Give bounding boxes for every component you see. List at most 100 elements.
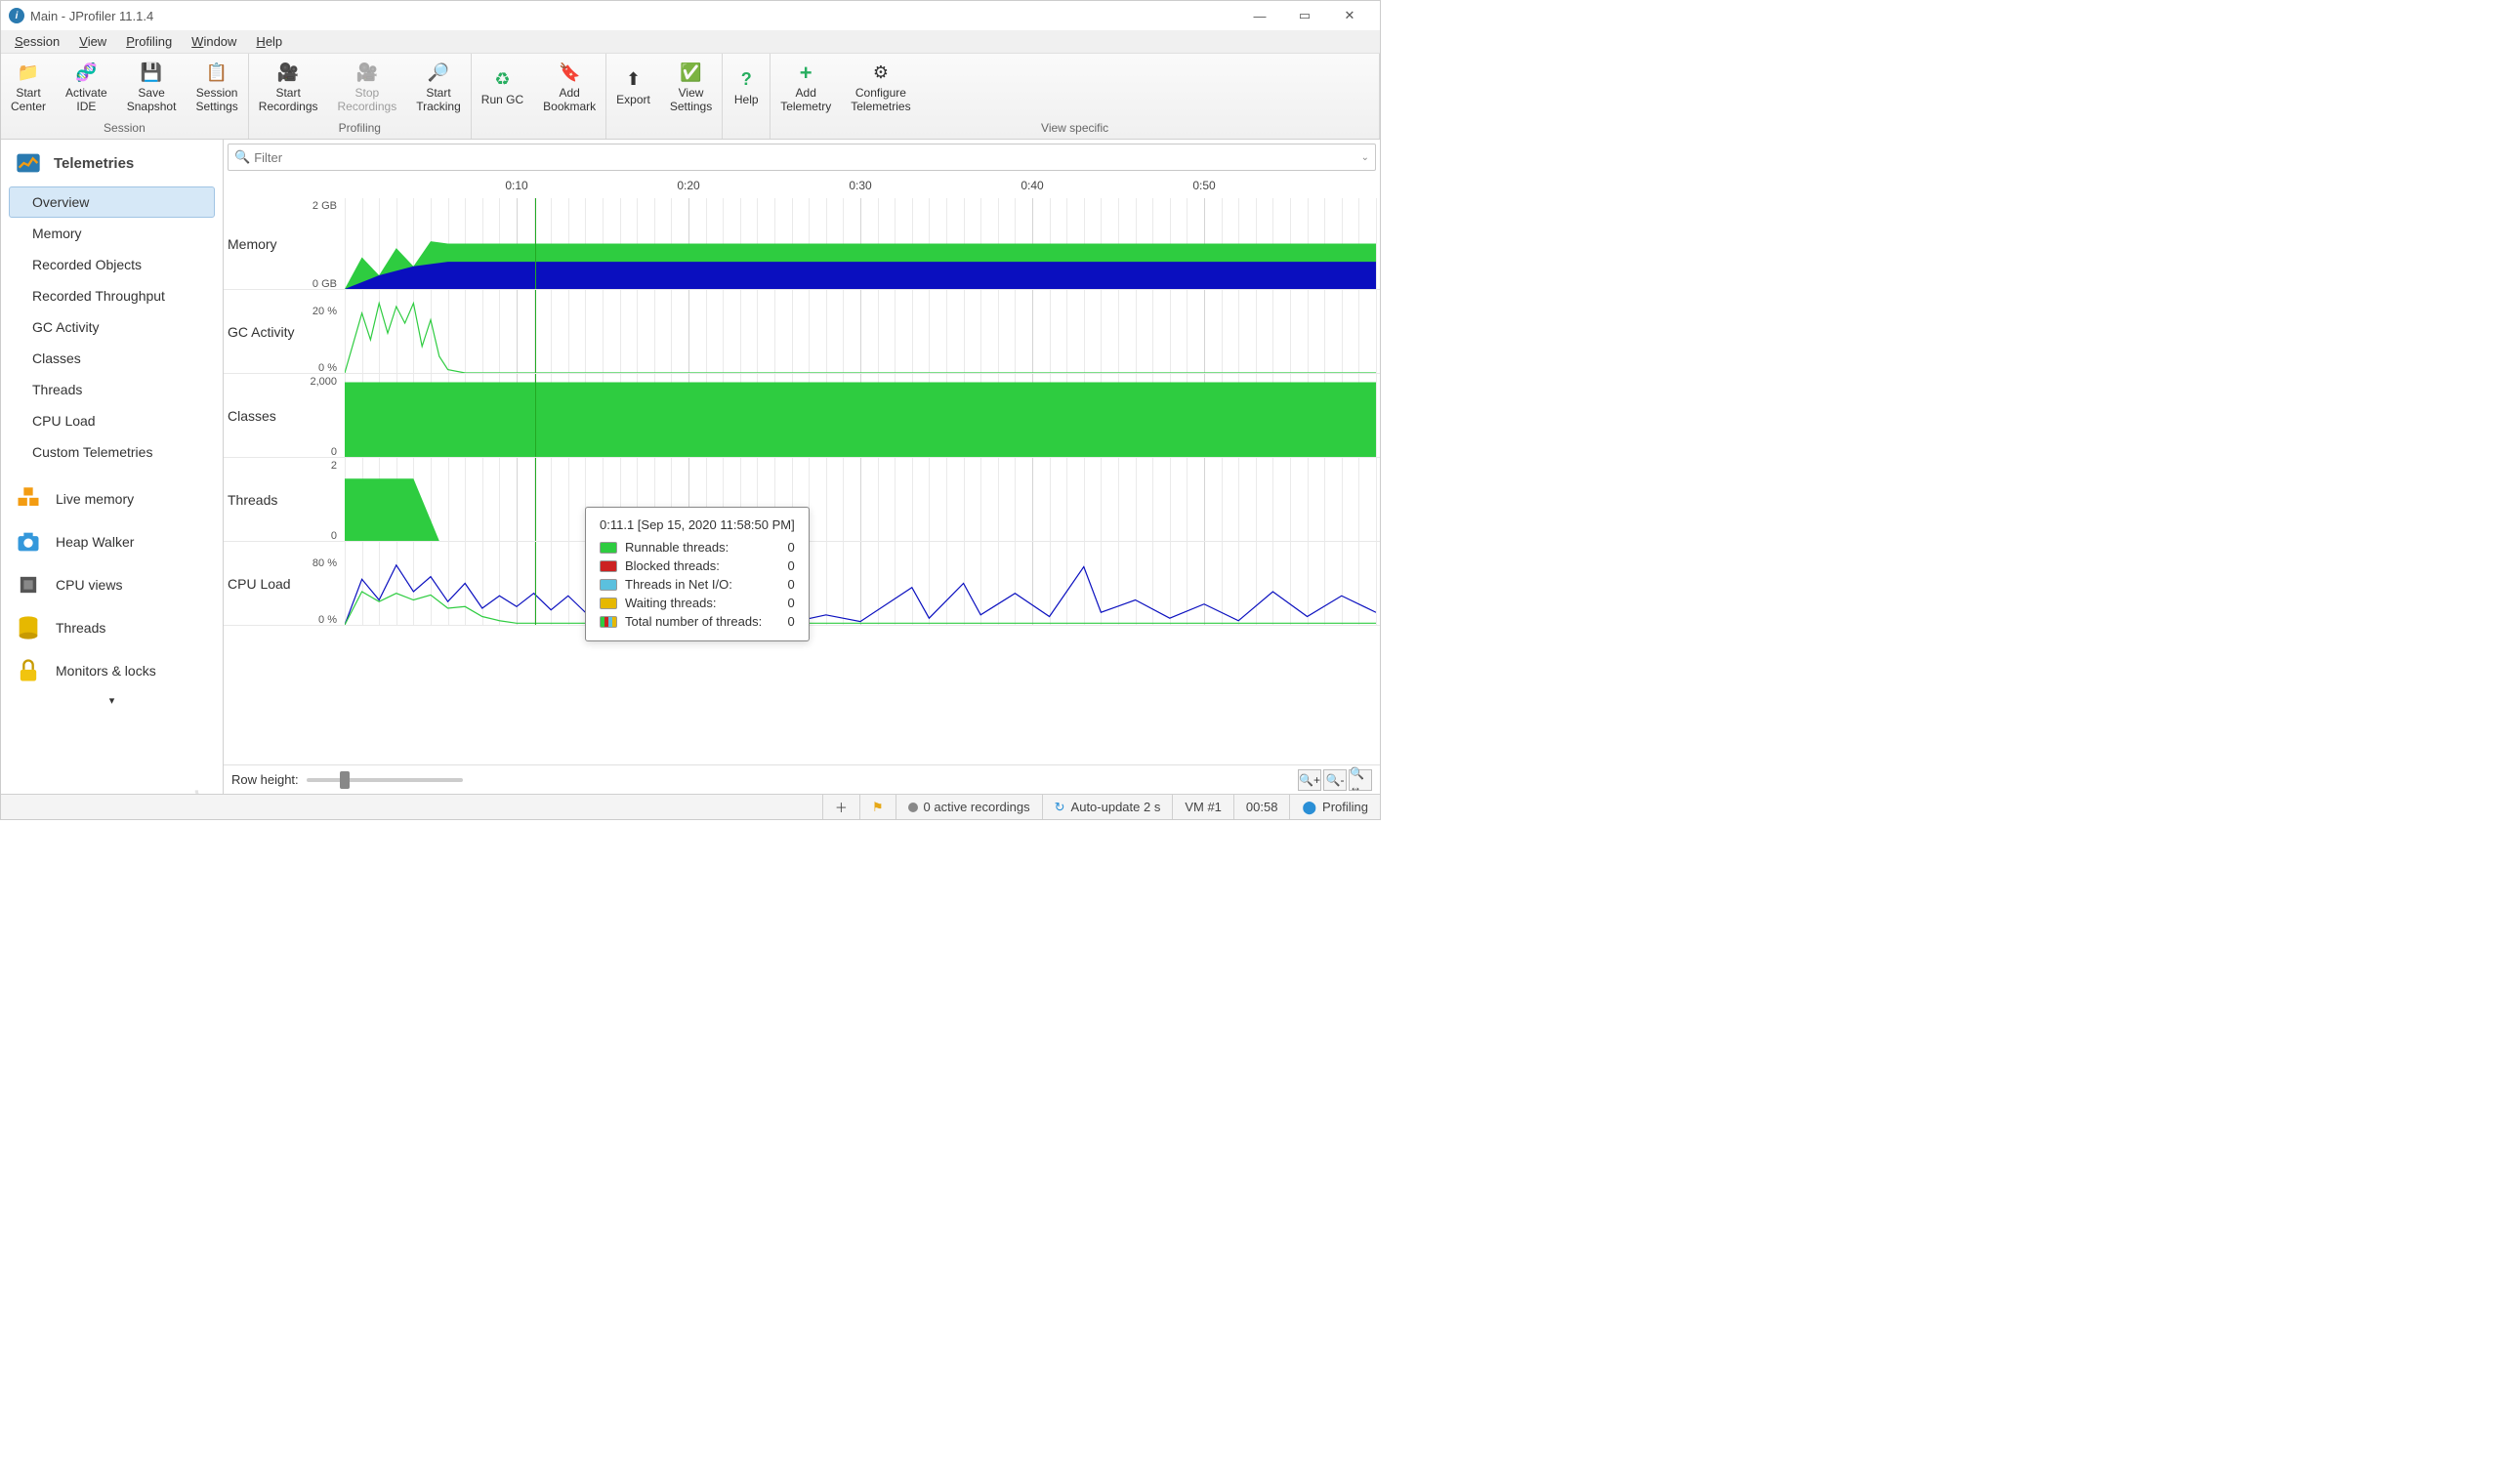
menu-view[interactable]: View	[69, 32, 116, 51]
watermark: JProfiler	[186, 788, 217, 794]
chart-ytick-label: 80 %	[312, 557, 341, 569]
charts-area: Memory0 GB2 GBGC Activity0 %20 %Classes0…	[224, 198, 1380, 764]
sidebar-item-threads[interactable]: Threads	[9, 374, 215, 405]
tooltip-row: Blocked threads:0	[600, 556, 795, 575]
chart-ytick-label: 0	[331, 530, 341, 542]
menu-session[interactable]: Session	[5, 32, 69, 51]
toolbar-group-profiling-label: Profiling	[249, 119, 471, 139]
tooltip-title: 0:11.1 [Sep 15, 2020 11:58:50 PM]	[600, 517, 795, 532]
export-button[interactable]: ⬆Export	[606, 54, 660, 119]
chip-icon	[15, 571, 42, 598]
minimize-button[interactable]: —	[1237, 1, 1282, 30]
playhead	[535, 458, 536, 541]
sidebar-item-custom-telemetries[interactable]: Custom Telemetries	[9, 436, 215, 468]
configure-telemetries-button[interactable]: ⚙ConfigureTelemetries	[841, 54, 920, 119]
status-add-tab[interactable]: ＋	[822, 795, 859, 819]
toolbar-group-session-label: Session	[1, 119, 248, 139]
tooltip-row: Total number of threads:0	[600, 612, 795, 631]
start-center-button[interactable]: 📁StartCenter	[1, 54, 56, 119]
close-button[interactable]: ✕	[1327, 1, 1372, 30]
statusbar: ＋ ⚑ 0 active recordings ↻Auto-update 2 s…	[1, 794, 1380, 819]
playhead	[535, 374, 536, 457]
menu-help[interactable]: Help	[246, 32, 292, 51]
filter-dropdown-icon[interactable]: ⌄	[1361, 152, 1369, 163]
chart-label: CPU Load	[228, 576, 325, 592]
sidebar-item-classes[interactable]: Classes	[9, 343, 215, 374]
sidebar-section-heap-walker[interactable]: Heap Walker	[1, 520, 223, 563]
sidebar-item-overview[interactable]: Overview	[9, 186, 215, 218]
maximize-button[interactable]: ▭	[1282, 1, 1327, 30]
chart-ytick-label: 2	[331, 460, 341, 472]
status-time: 00:58	[1233, 795, 1290, 819]
bottom-bar: Row height: 🔍+ 🔍- 🔍↔	[224, 764, 1380, 794]
chart-label: Classes	[228, 408, 325, 424]
search-icon: 🔍	[234, 149, 250, 165]
chart-label: GC Activity	[228, 324, 325, 340]
status-vm[interactable]: VM #1	[1172, 795, 1233, 819]
sidebar-expand[interactable]: ▾	[1, 692, 223, 709]
activate-ide-button[interactable]: 🧬ActivateIDE	[56, 54, 117, 119]
sidebar-item-recorded-throughput[interactable]: Recorded Throughput	[9, 280, 215, 311]
session-settings-button[interactable]: 📋SessionSettings	[186, 54, 247, 119]
start-recordings-button[interactable]: 🎥StartRecordings	[249, 54, 328, 119]
telemetries-icon	[15, 149, 42, 177]
help-button[interactable]: ?Help	[723, 54, 770, 119]
filter-bar[interactable]: 🔍 ⌄	[228, 144, 1376, 171]
time-tick-label: 0:20	[677, 179, 699, 192]
time-axis: 0:100:200:300:400:50	[345, 175, 1376, 198]
sidebar-section-threads[interactable]: Threads	[1, 606, 223, 649]
chart-tooltip: 0:11.1 [Sep 15, 2020 11:58:50 PM]Runnabl…	[585, 507, 810, 641]
add-bookmark-button[interactable]: 🔖AddBookmark	[533, 54, 605, 119]
save-snapshot-button[interactable]: 💾SaveSnapshot	[117, 54, 187, 119]
chart-row-memory[interactable]: Memory0 GB2 GB	[224, 198, 1380, 290]
menu-profiling[interactable]: Profiling	[116, 32, 182, 51]
zoom-out-button[interactable]: 🔍-	[1323, 769, 1347, 791]
sidebar-section-monitors-locks[interactable]: Monitors & locks	[1, 649, 223, 692]
camera-icon	[15, 528, 42, 556]
zoom-fit-button[interactable]: 🔍↔	[1349, 769, 1372, 791]
chart-ytick-label: 2 GB	[312, 200, 341, 212]
tooltip-row: Waiting threads:0	[600, 594, 795, 612]
sidebar-section-cpu-views[interactable]: CPU views	[1, 563, 223, 606]
time-tick-label: 0:40	[1021, 179, 1043, 192]
chart-ytick-label: 0 %	[318, 614, 341, 626]
chart-label: Memory	[228, 236, 325, 252]
playhead	[535, 198, 536, 289]
app-icon: i	[9, 8, 24, 23]
chart-row-classes[interactable]: Classes02,000	[224, 374, 1380, 458]
menu-window[interactable]: Window	[182, 32, 246, 51]
titlebar: i Main - JProfiler 11.1.4 — ▭ ✕	[1, 1, 1380, 30]
row-height-label: Row height:	[231, 772, 299, 787]
sidebar-header-telemetries[interactable]: Telemetries	[1, 140, 223, 186]
zoom-in-button[interactable]: 🔍+	[1298, 769, 1321, 791]
status-auto-update[interactable]: ↻Auto-update 2 s	[1042, 795, 1173, 819]
sidebar-item-cpu-load[interactable]: CPU Load	[9, 405, 215, 436]
row-height-slider[interactable]	[307, 778, 463, 782]
playhead	[535, 290, 536, 373]
status-flag[interactable]: ⚑	[859, 795, 896, 819]
playhead	[535, 542, 536, 625]
tooltip-row: Threads in Net I/O:0	[600, 575, 795, 594]
sidebar-section-live-memory[interactable]: Live memory	[1, 477, 223, 520]
chart-label: Threads	[228, 492, 325, 508]
toolbar-group-view-specific-label: View specific	[771, 119, 1379, 139]
menubar: Session View Profiling Window Help	[1, 30, 1380, 54]
boxes-icon	[15, 485, 42, 513]
stop-recordings-button: 🎥StopRecordings	[328, 54, 407, 119]
filter-input[interactable]	[254, 150, 1360, 165]
status-profiling[interactable]: ⬤Profiling	[1289, 795, 1380, 819]
run-gc-button[interactable]: ♻Run GC	[472, 54, 533, 119]
status-recordings[interactable]: 0 active recordings	[896, 795, 1042, 819]
window-title: Main - JProfiler 11.1.4	[30, 9, 1237, 23]
view-settings-button[interactable]: ✅ViewSettings	[660, 54, 722, 119]
add-telemetry-button[interactable]: +AddTelemetry	[771, 54, 841, 119]
spool-icon	[15, 614, 42, 641]
start-tracking-button[interactable]: 🔎StartTracking	[406, 54, 471, 119]
chart-row-gc-activity[interactable]: GC Activity 0 % 20 %	[224, 290, 1380, 374]
chart-ytick-label: 0 %	[318, 362, 341, 374]
sidebar-item-recorded-objects[interactable]: Recorded Objects	[9, 249, 215, 280]
chart-ytick-label: 20 %	[312, 306, 341, 317]
sidebar-item-memory[interactable]: Memory	[9, 218, 215, 249]
sidebar: Telemetries OverviewMemoryRecorded Objec…	[1, 140, 224, 794]
sidebar-item-gc-activity[interactable]: GC Activity	[9, 311, 215, 343]
